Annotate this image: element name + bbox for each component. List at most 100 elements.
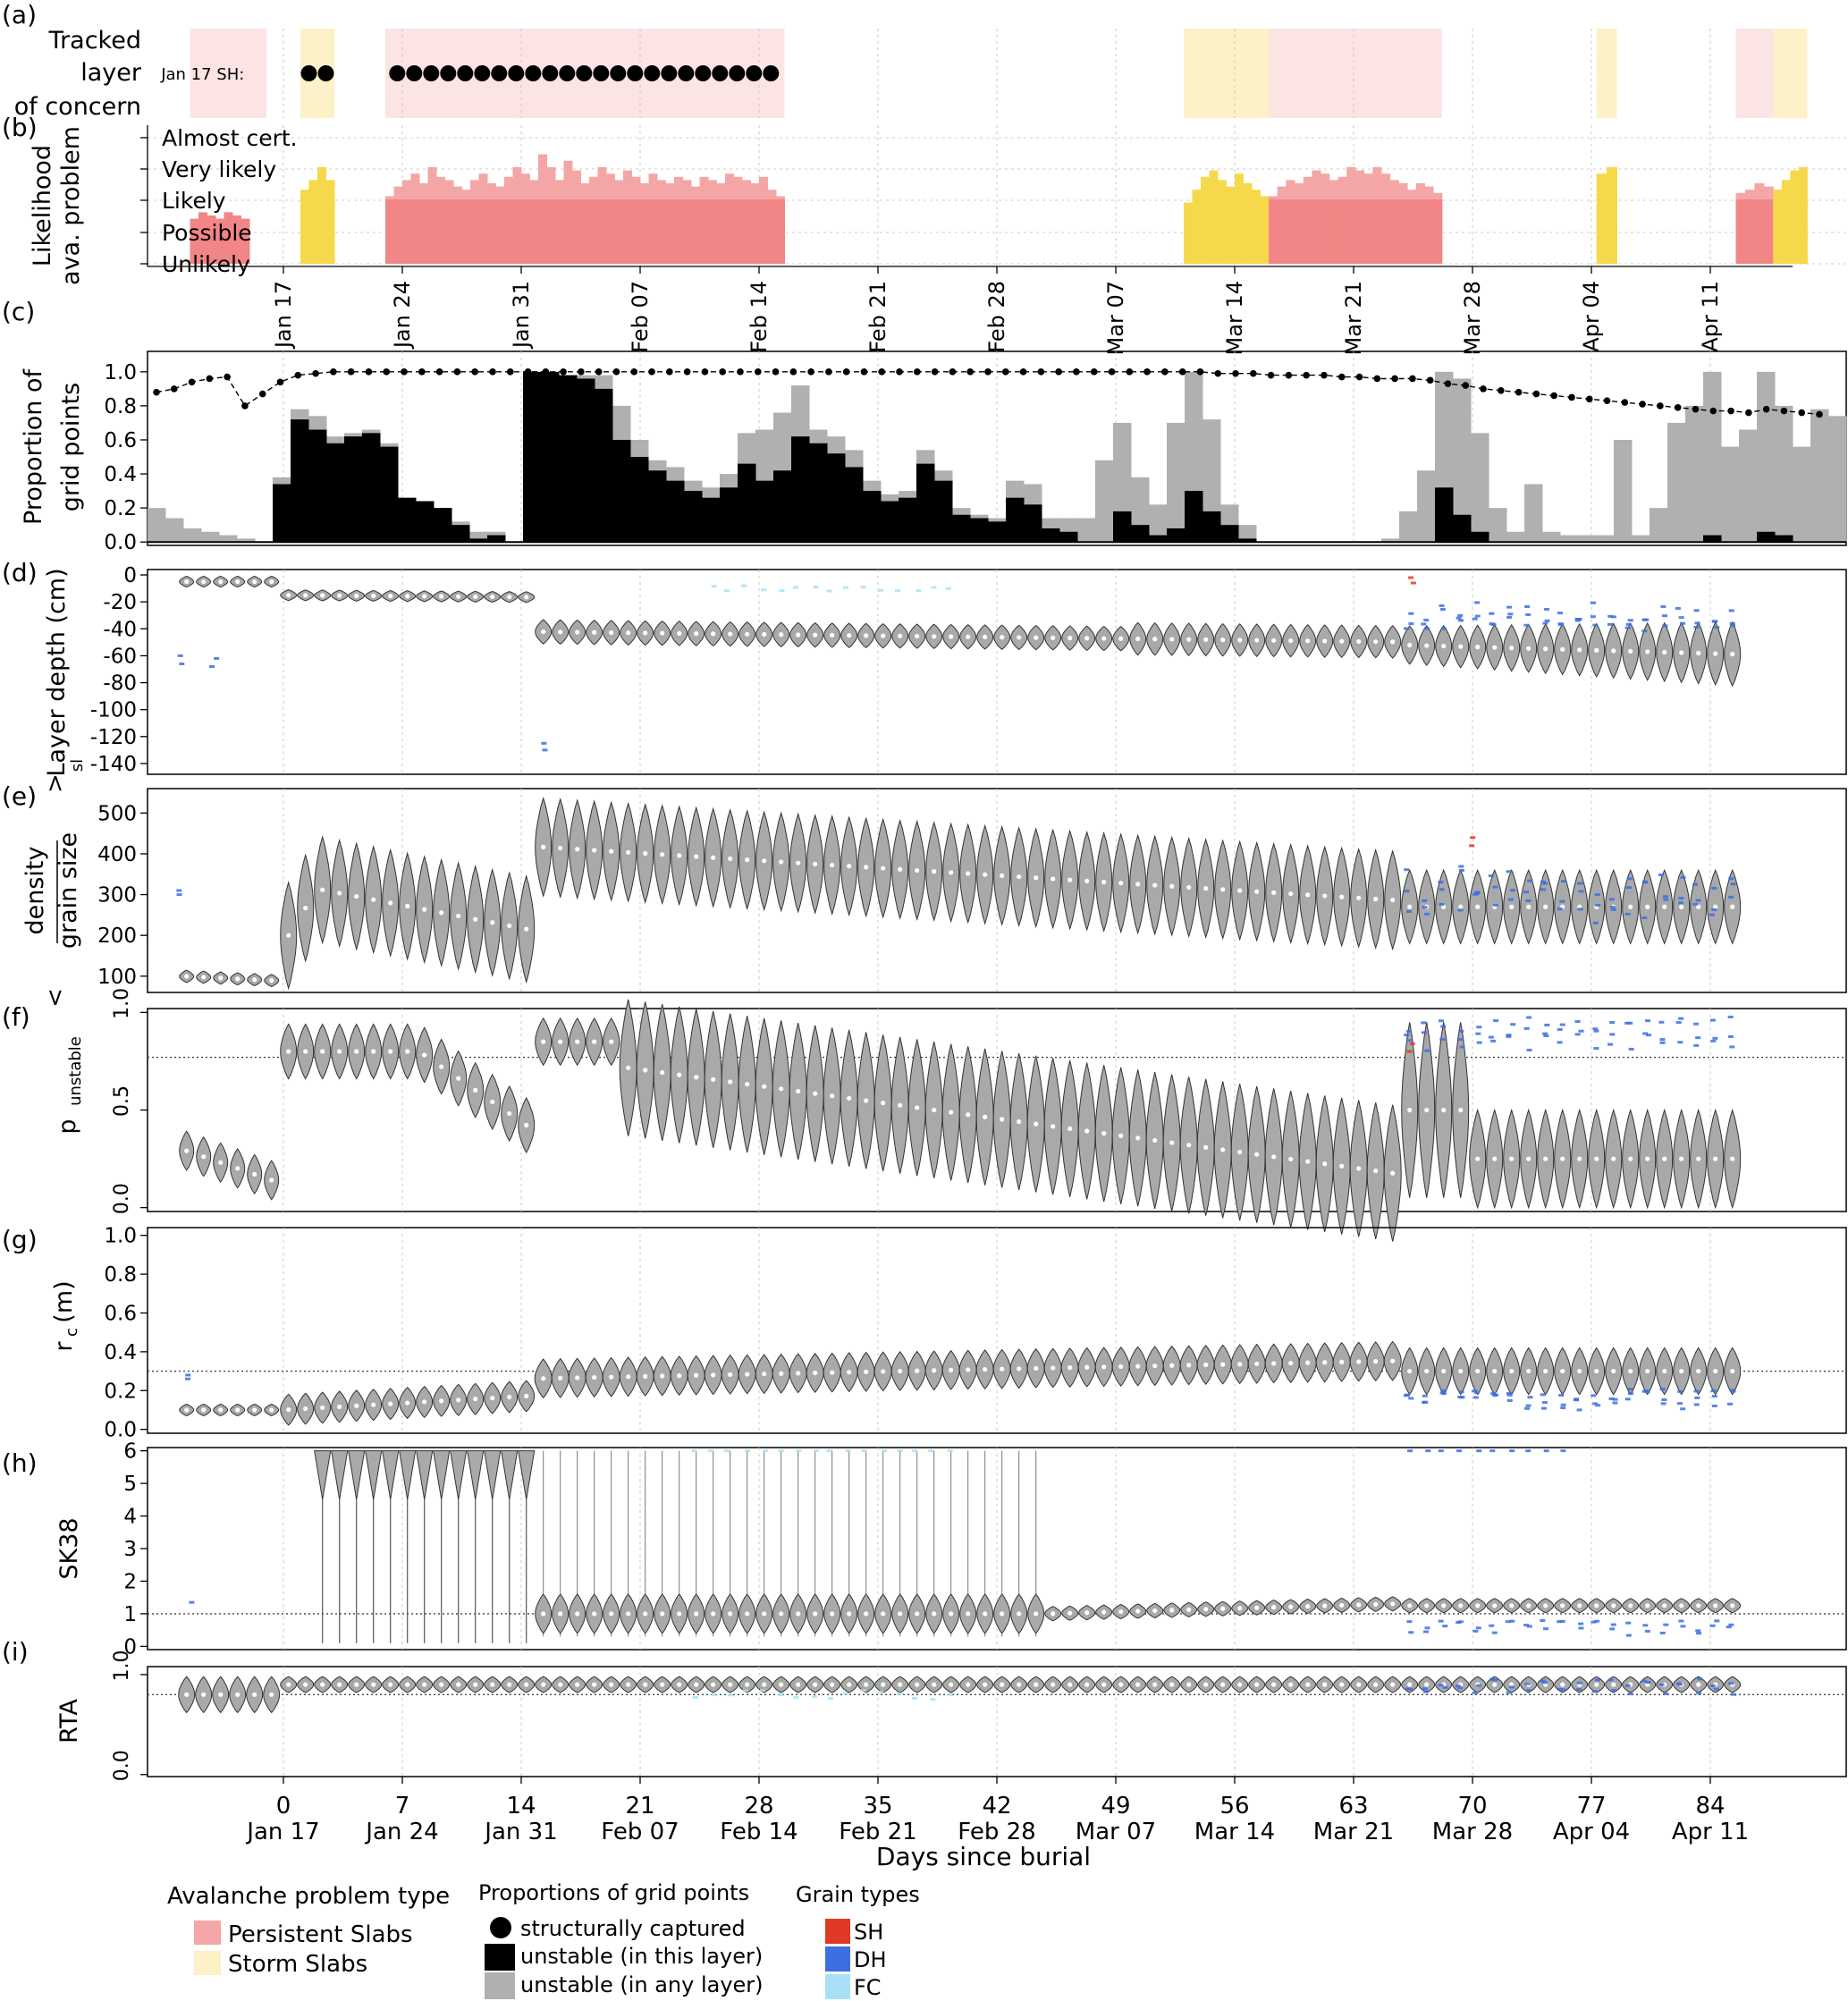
- rc-violin-9-median: [337, 1404, 342, 1409]
- rc-violin-23-median: [575, 1375, 580, 1380]
- likelihood-core-2-22: [572, 199, 581, 264]
- punstable-dh-74-1: [1438, 1019, 1444, 1023]
- sk38-fc-36-0: [796, 1449, 802, 1453]
- rta-violin-40-median: [864, 1682, 869, 1687]
- depth-dh-84-1: [1610, 615, 1616, 619]
- y-tick-label-1: 0.5: [111, 1085, 133, 1117]
- depth-fc-41-0: [877, 588, 883, 592]
- bar-unstable-this-72: [1435, 487, 1454, 543]
- rc-dh-73-2: [1422, 1400, 1429, 1404]
- punstable-violin-43-median: [915, 1105, 920, 1110]
- punstable-violin-76-median: [1475, 1156, 1481, 1161]
- sk38-dh-79-0: [1526, 1625, 1532, 1628]
- depth-violin-34-median: [762, 631, 767, 637]
- sk38-violin-69-median: [1356, 1602, 1362, 1608]
- punstable-violin-78-median: [1509, 1156, 1515, 1161]
- depth-violin-40-median: [864, 633, 869, 638]
- y-tick-label-0: 100: [97, 966, 137, 989]
- rc-dh-75-1: [1459, 1396, 1465, 1399]
- depth-violin-25-median: [609, 629, 614, 636]
- captured-point-67: [1337, 373, 1346, 381]
- captured-point-53: [1090, 368, 1098, 376]
- depth-dh-72-0: [1408, 622, 1414, 626]
- day-tick-label: 63: [1338, 1793, 1368, 1819]
- depth-violin-20-median: [524, 595, 529, 600]
- punstable-dh-75-1: [1458, 1029, 1464, 1033]
- density-violin-19-median: [507, 923, 512, 928]
- rta-violin-2-median: [218, 1692, 224, 1697]
- rc-violin-66-median: [1305, 1360, 1311, 1365]
- rta-dh-88-1: [1676, 1683, 1683, 1686]
- depth-dh-73-1: [1423, 627, 1430, 630]
- likelihood-core-2-24: [589, 199, 598, 264]
- punstable-violin-40-median: [864, 1098, 869, 1103]
- bar-unstable-this-19: [487, 535, 506, 543]
- bar-unstable-any-93: [1810, 409, 1829, 543]
- rta-dh-80-1: [1542, 1681, 1548, 1684]
- rc-violin-37-median: [813, 1370, 818, 1376]
- bar-unstable-this-29: [666, 480, 685, 543]
- rta-fc-33-0: [742, 1689, 748, 1693]
- punstable-violin-7-median: [303, 1049, 308, 1054]
- legend: Avalanche problem type Persistent Slabs St…: [167, 1880, 920, 2000]
- legend-item-unstable-any: unstable (in any layer): [520, 1972, 764, 1997]
- panel-i: 0.0 1.0 RTA (i): [2, 1637, 1847, 1781]
- density-dh-72-2: [1404, 890, 1410, 893]
- density-violin-40-median: [864, 865, 869, 870]
- sk38-fc-44-0: [928, 1449, 934, 1453]
- sk38-dh-72-1: [1406, 1620, 1413, 1624]
- sk38-violin-62-median: [1237, 1606, 1243, 1611]
- bar-unstable-any-57: [1167, 422, 1186, 543]
- rc-dh-82-2: [1573, 1398, 1579, 1402]
- sk38-violin-89-median: [1696, 1603, 1701, 1608]
- density-violin-39-median: [847, 864, 852, 869]
- density-violin-29-median: [677, 853, 682, 858]
- density-violin-27-median: [643, 850, 648, 857]
- rc-violin-46-median: [966, 1367, 971, 1372]
- punstable-violin-23-median: [575, 1039, 580, 1044]
- bar-unstable-this-91: [1775, 535, 1793, 543]
- punstable-dh-90-1: [1709, 1018, 1716, 1022]
- density-violin-5-median: [269, 977, 274, 984]
- likelihood-core-3-1: [1192, 199, 1202, 264]
- captured-dot-17: [644, 65, 661, 81]
- y-tick-label-0: 0.0: [111, 1750, 133, 1781]
- ylabel-line: ava. problem: [57, 126, 85, 285]
- density-violin-46-median: [966, 871, 971, 876]
- date-tick-label-bottom: Feb 14: [720, 1819, 797, 1845]
- likelihood-core-7-2: [1790, 199, 1800, 264]
- depth-violin-84-median: [1611, 648, 1616, 654]
- likelihood-core-4-8: [1337, 199, 1347, 264]
- rc-dh-76-2: [1472, 1389, 1478, 1393]
- legend-title-problem: Avalanche problem type: [167, 1883, 450, 1910]
- depth-violin-82-median: [1577, 647, 1582, 653]
- rc-violin-52-median: [1067, 1365, 1073, 1371]
- rta-violin-62-median: [1237, 1682, 1243, 1687]
- rc-dh-88-2: [1676, 1402, 1683, 1406]
- density-violin-59-median: [1186, 884, 1192, 891]
- sk38-dh-87-1: [1663, 1623, 1669, 1626]
- captured-dot-11: [542, 65, 559, 81]
- rc-dh-91-2: [1730, 1389, 1736, 1393]
- sk38-violin-59-median: [1186, 1607, 1192, 1612]
- rc-violin-6-median: [286, 1407, 291, 1413]
- date-tick-label-bottom: Apr 11: [1672, 1819, 1749, 1845]
- depth-violin-6-median: [286, 593, 291, 598]
- rc-dh-89-2: [1693, 1403, 1700, 1406]
- sk38-violin-85-median: [1628, 1603, 1633, 1608]
- punstable-violin-61-median: [1220, 1147, 1226, 1152]
- sk38-dh-84-1: [1609, 1627, 1616, 1631]
- rta-violin-4-median: [252, 1692, 257, 1697]
- punstable-violin-74-median: [1441, 1107, 1447, 1113]
- punstable-dh-84-2: [1608, 1043, 1614, 1046]
- captured-dot-8: [491, 65, 508, 81]
- rc-violin-70-median: [1373, 1358, 1379, 1364]
- punstable-dh-87-0: [1659, 1038, 1666, 1042]
- rta-violin-72-median: [1407, 1682, 1413, 1687]
- rta-violin-58-median: [1169, 1682, 1175, 1687]
- punstable-dh-91-0: [1727, 1034, 1734, 1038]
- sk38-dh-78-1: [1509, 1619, 1515, 1623]
- rta-dh-73-0: [1422, 1687, 1428, 1691]
- date-tick-label: Mar 21: [1341, 281, 1366, 355]
